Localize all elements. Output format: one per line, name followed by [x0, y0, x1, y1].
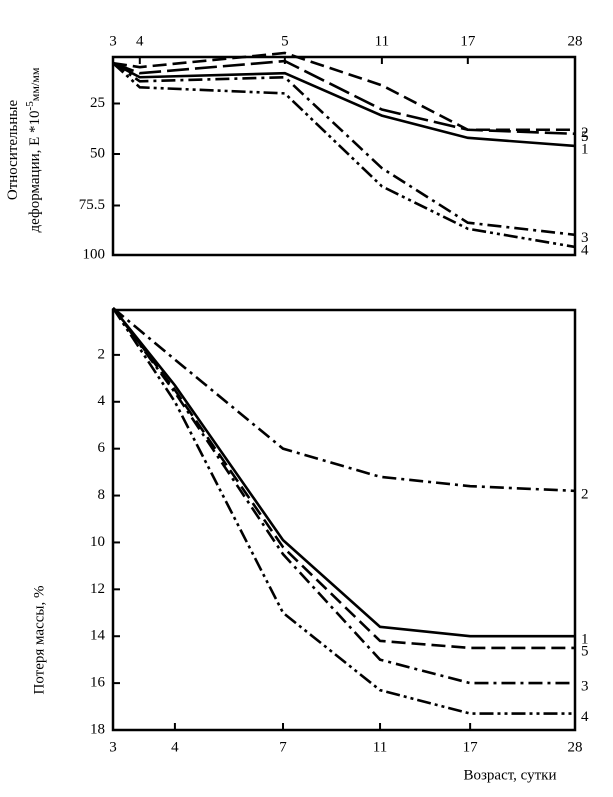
- series-label: 2: [581, 125, 589, 141]
- series-line: [111, 307, 575, 715]
- series-label: 3: [581, 679, 589, 695]
- x-tick-label: 4: [171, 739, 179, 755]
- y-axis-label: деформации, E *10-5мм/мм: [24, 67, 44, 232]
- series-line: [112, 62, 576, 249]
- y-tick-label: 75.5: [79, 197, 105, 213]
- y-tick-label: 14: [90, 628, 106, 644]
- series-line: [112, 62, 576, 237]
- series-label: 3: [581, 230, 589, 246]
- x-tick-label: 28: [568, 739, 583, 755]
- y-tick-label: 100: [83, 246, 106, 262]
- bottom-frame: [111, 308, 577, 732]
- x-tick-label: 3: [109, 739, 117, 755]
- x-tick-label: 4: [136, 33, 144, 49]
- series-label: 5: [581, 643, 589, 659]
- y-tick-label: 2: [98, 346, 106, 362]
- top-frame: [111, 55, 577, 257]
- series-label: 4: [581, 709, 589, 725]
- y-tick-label: 10: [90, 534, 105, 550]
- x-tick-label: 7: [279, 739, 287, 755]
- series-line: [111, 307, 575, 650]
- series-line: [111, 307, 575, 638]
- y-tick-label: 25: [90, 95, 105, 111]
- x-tick-label: 17: [460, 33, 476, 49]
- y-axis-label: Потеря массы, %: [31, 586, 47, 695]
- x-tick-label: 3: [109, 33, 117, 49]
- x-tick-label: 17: [463, 739, 479, 755]
- y-tick-label: 18: [90, 721, 105, 737]
- series-label: 4: [581, 242, 589, 258]
- y-axis-label: Относительные: [5, 100, 21, 201]
- y-tick-label: 6: [98, 440, 106, 456]
- x-tick-label: 11: [375, 33, 389, 49]
- y-tick-label: 4: [98, 393, 106, 409]
- x-tick-label: 5: [281, 33, 289, 49]
- series-label: 2: [581, 486, 589, 502]
- series-line: [112, 61, 576, 148]
- x-tick-label: 11: [373, 739, 387, 755]
- y-tick-label: 8: [98, 487, 106, 503]
- x-tick-label: 28: [568, 33, 583, 49]
- series-label: 5: [581, 129, 589, 145]
- y-tick-label: 16: [90, 675, 106, 691]
- series-label: 1: [581, 141, 589, 157]
- series-line: [112, 59, 576, 136]
- series-line: [112, 307, 576, 493]
- series-label: 1: [581, 632, 589, 648]
- y-tick-label: 50: [90, 145, 105, 161]
- x-axis-label: Возраст, сутки: [463, 767, 556, 783]
- y-tick-label: 12: [90, 581, 105, 597]
- series-line: [112, 51, 575, 132]
